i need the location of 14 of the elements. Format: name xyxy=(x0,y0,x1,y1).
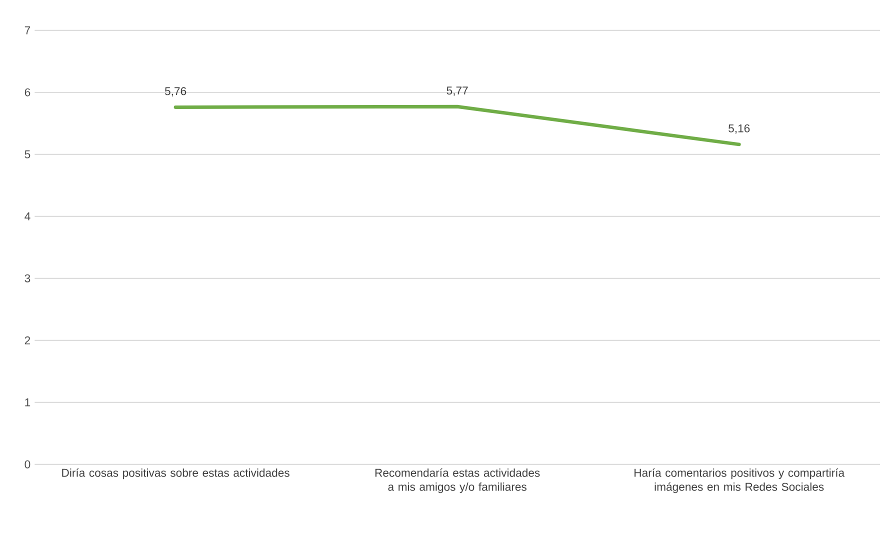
data-label: 5,76 xyxy=(164,87,186,96)
y-tick-label: 5 xyxy=(24,150,30,158)
y-tick-label: 1 xyxy=(25,398,30,406)
x-tick-label: Diría cosas positivas sobre estas actividades xyxy=(62,468,290,480)
y-tick-label: 0 xyxy=(24,460,30,468)
y-tick-label: 3 xyxy=(24,274,30,282)
y-tick-label: 2 xyxy=(24,336,30,344)
y-tick-label: 4 xyxy=(24,212,30,220)
x-tick-label: Recomendaría estas actividades a mis amigos y/o familiares xyxy=(375,468,540,494)
data-label: 5,16 xyxy=(728,124,750,134)
y-tick-label: 7 xyxy=(24,26,30,34)
data-label: 5,77 xyxy=(446,86,468,96)
y-tick-label: 6 xyxy=(24,88,30,96)
x-tick-label: Haría comentarios positivos y compartiría imágenes en mis Redes Sociales xyxy=(634,468,845,494)
